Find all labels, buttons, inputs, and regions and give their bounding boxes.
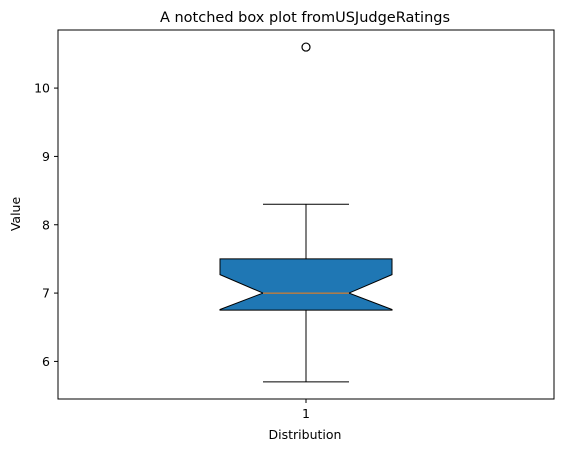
y-axis-label: Value xyxy=(8,197,23,232)
y-tick-label: 10 xyxy=(34,81,50,96)
plot-area xyxy=(219,42,393,383)
y-tick-label: 9 xyxy=(42,149,50,164)
x-axis: 1 xyxy=(302,399,310,421)
x-tick-label: 1 xyxy=(302,406,310,421)
outlier-point xyxy=(301,42,311,52)
y-tick-label: 6 xyxy=(42,354,50,369)
chart-title: A notched box plot fromUSJudgeRatings xyxy=(160,10,450,26)
y-tick-label: 8 xyxy=(42,217,50,232)
y-axis: 6 7 8 9 10 xyxy=(34,81,58,369)
x-axis-label: Distribution xyxy=(269,427,342,442)
y-tick-label: 7 xyxy=(42,286,50,301)
notched-box xyxy=(219,258,393,311)
